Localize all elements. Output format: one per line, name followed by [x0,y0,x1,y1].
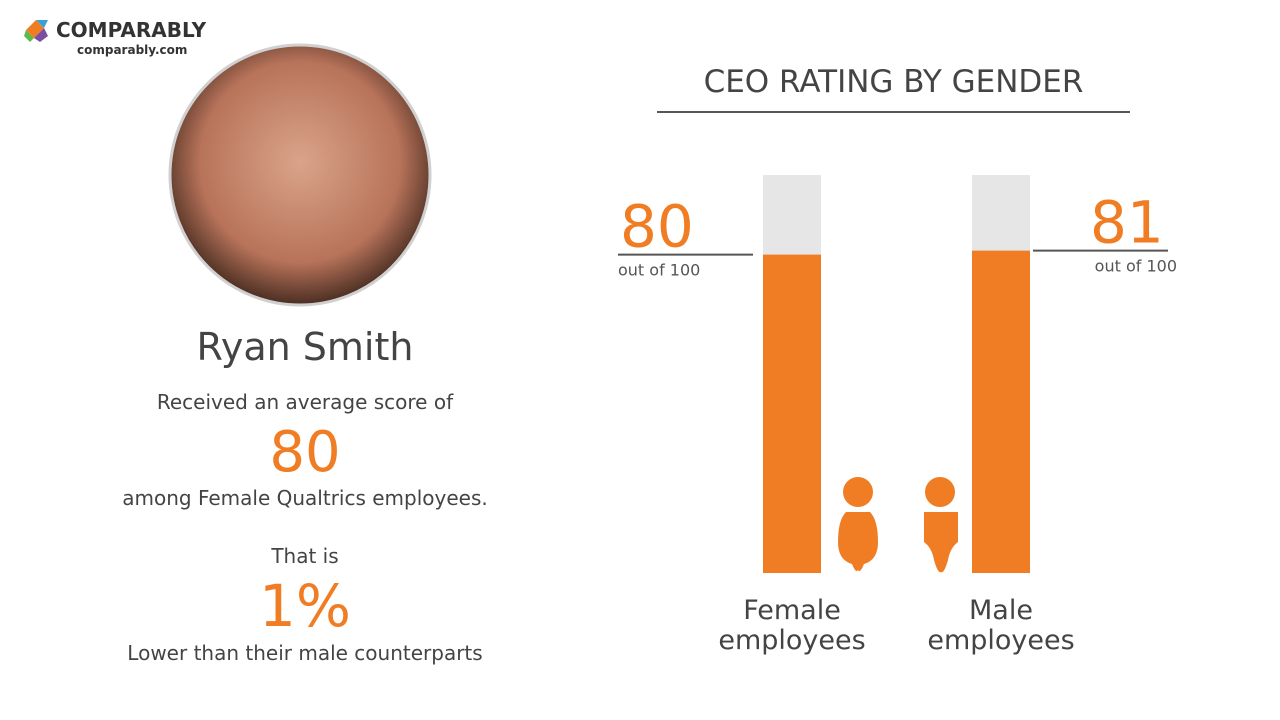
person-icons [838,477,958,573]
profile-photo [168,43,432,307]
logo-icon [24,20,48,42]
value-note: out of 100 [618,261,700,280]
bar [763,254,821,573]
ceo-name: Ryan Smith [196,325,414,369]
logo-url: comparably.com [77,43,188,57]
intro: Received an average score of [156,390,454,414]
value-label: 81 [1090,189,1164,257]
group: among Female Qualtrics employees. [122,486,488,510]
comparison-intro: That is [271,544,339,568]
value-label: 80 [620,193,694,261]
bar [972,250,1030,573]
difference: 1% [258,572,351,640]
chart-title: CEO RATING BY GENDER [703,64,1084,100]
logo-name: COMPARABLY [56,18,207,42]
score: 80 [269,420,341,485]
category-label: Male employees [927,595,1075,656]
category-label: Female employees [718,595,866,656]
comparison: Lower than their male counterparts [127,641,483,665]
value-note: out of 100 [1095,257,1177,276]
